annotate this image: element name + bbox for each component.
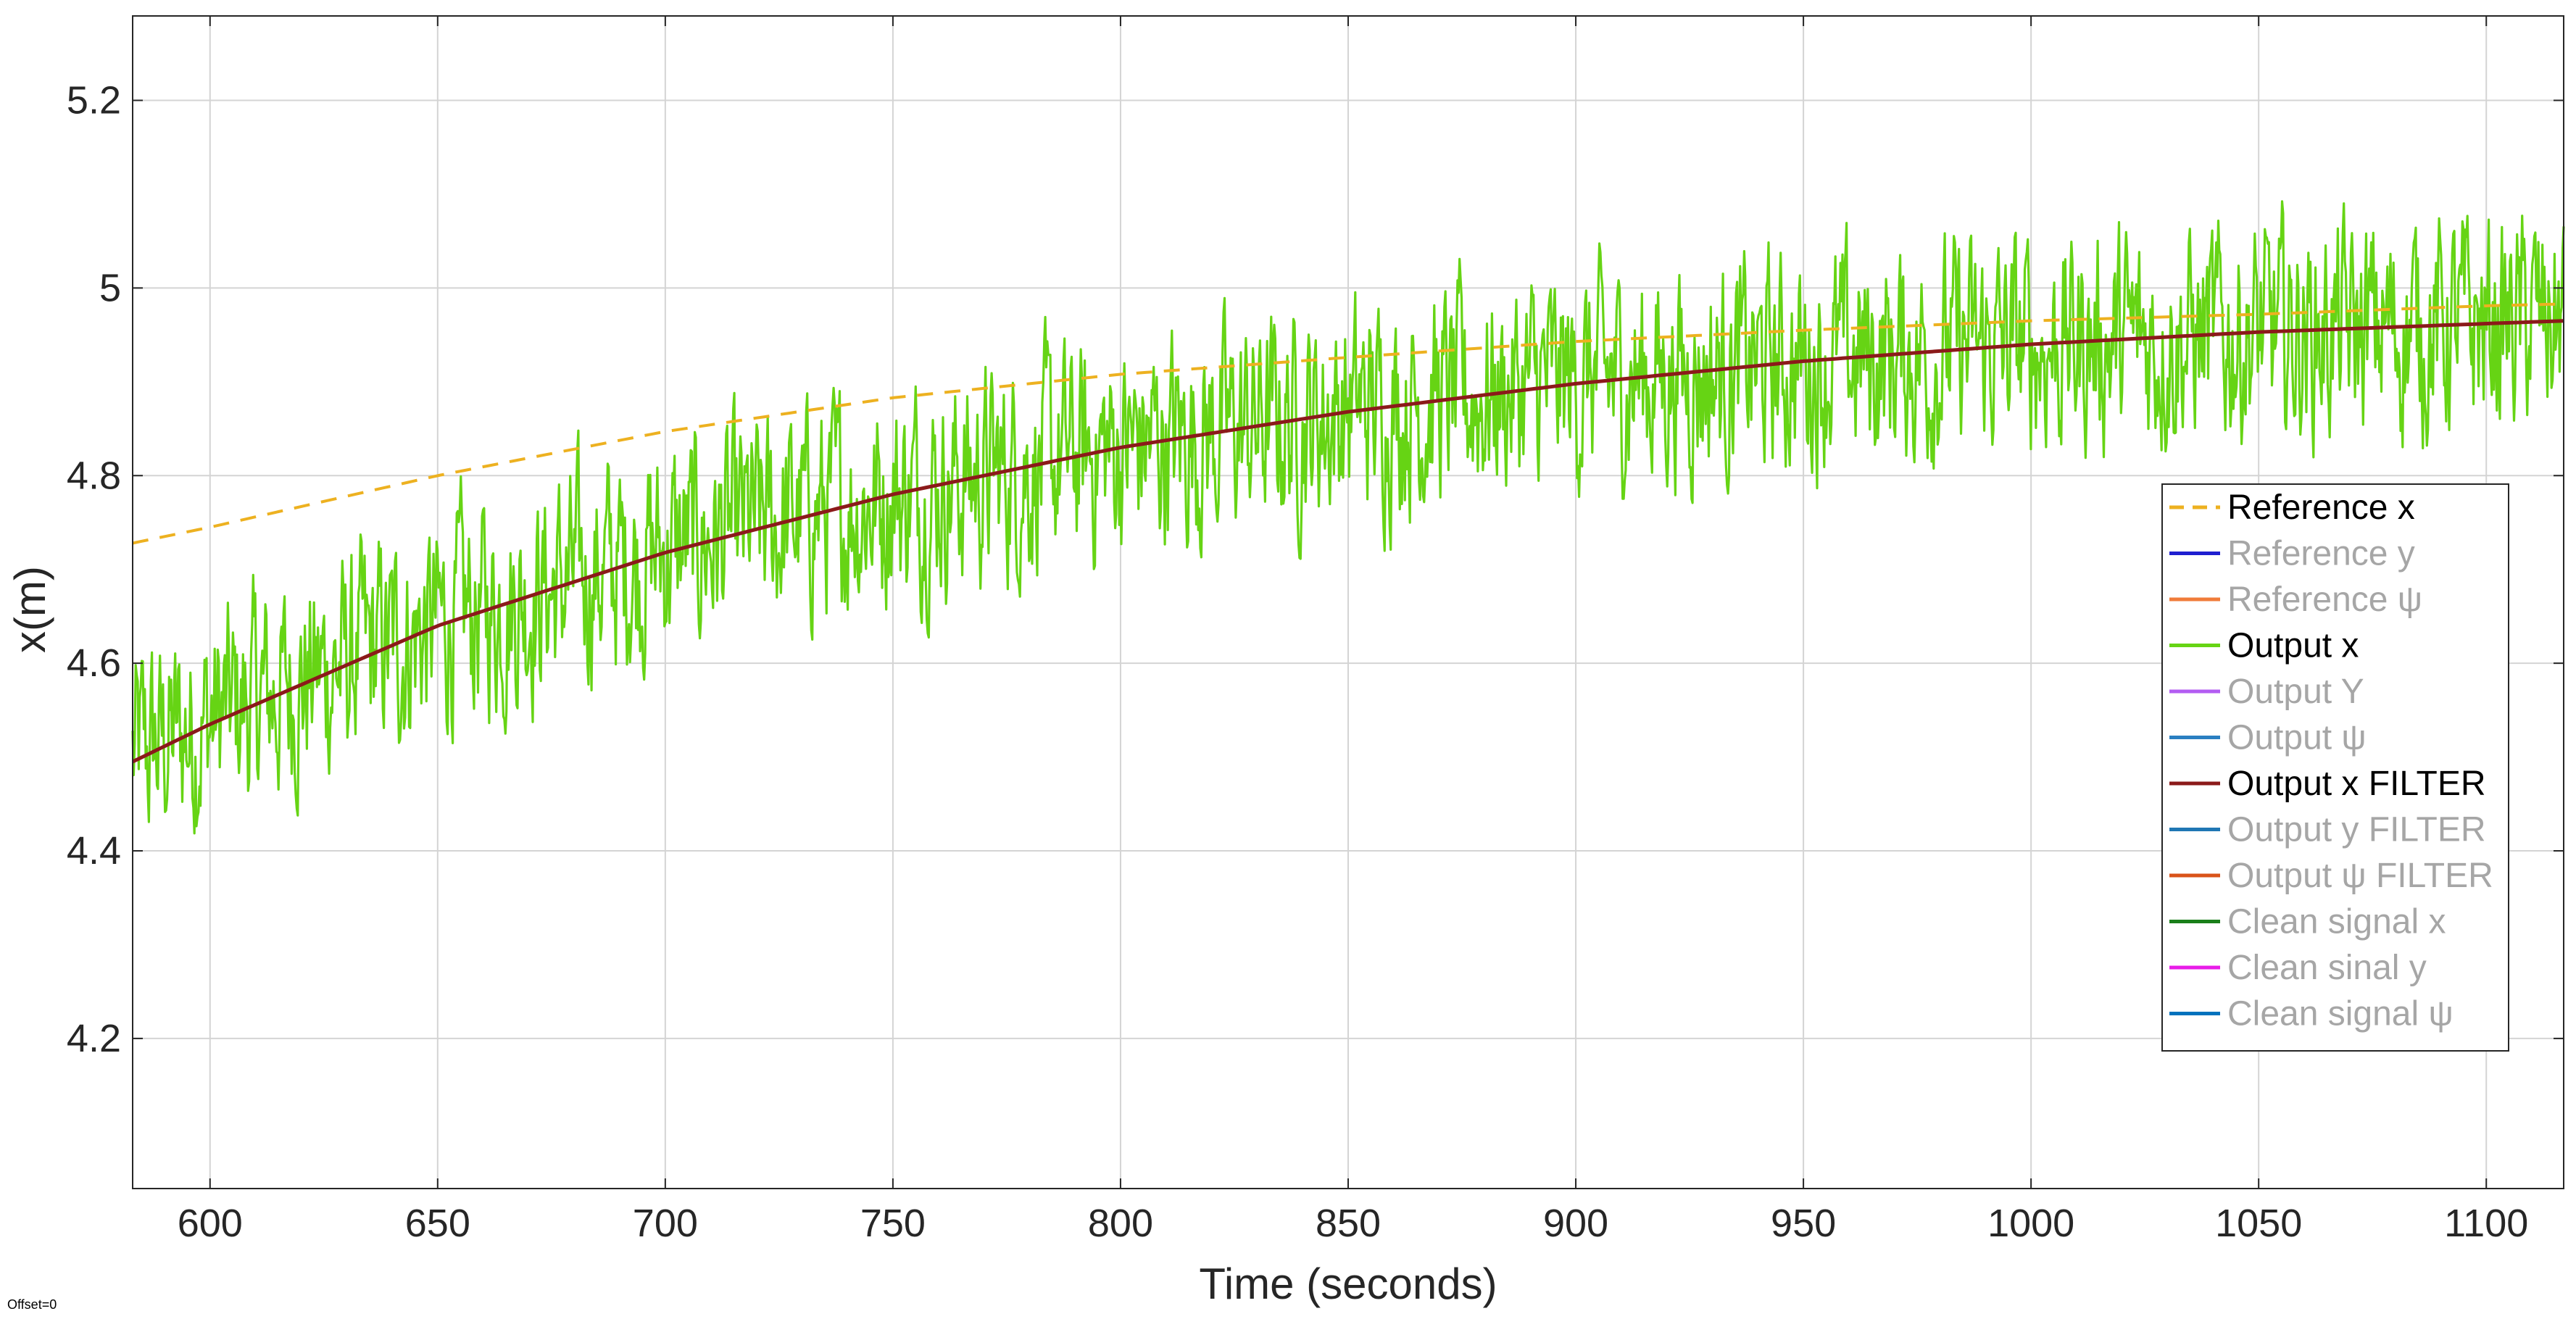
legend-label: Clean signal x [2227,903,2446,941]
legend-item[interactable]: Output ψ FILTER [2169,857,2493,895]
x-tick-label: 750 [860,1202,926,1245]
y-tick-label: 5 [99,266,121,309]
y-tick-label: 4.4 [67,829,121,873]
y-tick-label: 4.8 [67,454,121,497]
axis-ticks: 600 650 700 750 800 850 900 950 1000 1050 1100 4.2 4… [67,16,2564,1245]
legend-label: Output y FILTER [2227,811,2486,849]
legend-item[interactable]: Output y FILTER [2169,811,2486,849]
legend-item[interactable]: Reference x [2169,488,2415,527]
legend-item[interactable]: Clean signal x [2169,903,2446,941]
x-tick-label: 900 [1543,1202,1608,1245]
legend-item[interactable]: Output x FILTER [2169,765,2486,803]
legend-label: Output ψ FILTER [2227,857,2493,895]
x-tick-label: 600 [178,1202,243,1245]
legend-item[interactable]: Output ψ [2169,719,2367,757]
legend-label: Clean signal ψ [2227,995,2454,1033]
legend[interactable]: Reference x Reference y Reference ψ Output … [2161,483,2509,1052]
series-output-x [131,200,2565,835]
legend-label: Output x [2227,627,2359,665]
x-tick-label: 650 [405,1202,470,1245]
y-tick-label: 4.6 [67,641,121,685]
legend-item[interactable]: Clean sinal y [2169,949,2427,987]
y-tick-label: 5.2 [67,78,121,122]
legend-item[interactable]: Clean signal ψ [2169,995,2454,1033]
y-axis-title: x(m) [6,566,54,653]
legend-item[interactable]: Output Y [2169,673,2364,711]
x-tick-label: 700 [633,1202,698,1245]
legend-label: Clean sinal y [2227,949,2427,987]
series-output-x-filter [131,319,2564,764]
legend-item[interactable]: Output x [2169,627,2359,665]
legend-label: Reference y [2227,535,2415,573]
x-tick-label: 950 [1771,1202,1836,1245]
offset-footnote: Offset=0 [7,1297,57,1312]
y-tick-label: 4.2 [67,1017,121,1060]
legend-label: Output Y [2227,673,2364,711]
x-tick-label: 1000 [1987,1202,2074,1245]
legend-item[interactable]: Reference ψ [2169,581,2422,619]
x-axis-title: Time (seconds) [1199,1260,1497,1308]
legend-label: Output x FILTER [2227,765,2486,803]
x-tick-label: 800 [1088,1202,1153,1245]
legend-box [2161,483,2509,1052]
plot-series [131,200,2565,835]
series-reference-x [132,302,2564,545]
x-tick-label: 1050 [2215,1202,2302,1245]
legend-label: Reference ψ [2227,581,2422,619]
x-tick-label: 1100 [2444,1202,2528,1245]
grid [133,16,2564,1189]
x-tick-label: 850 [1316,1202,1381,1245]
legend-item[interactable]: Reference y [2169,535,2415,573]
legend-label: Reference x [2227,488,2415,527]
legend-label: Output ψ [2227,719,2367,757]
